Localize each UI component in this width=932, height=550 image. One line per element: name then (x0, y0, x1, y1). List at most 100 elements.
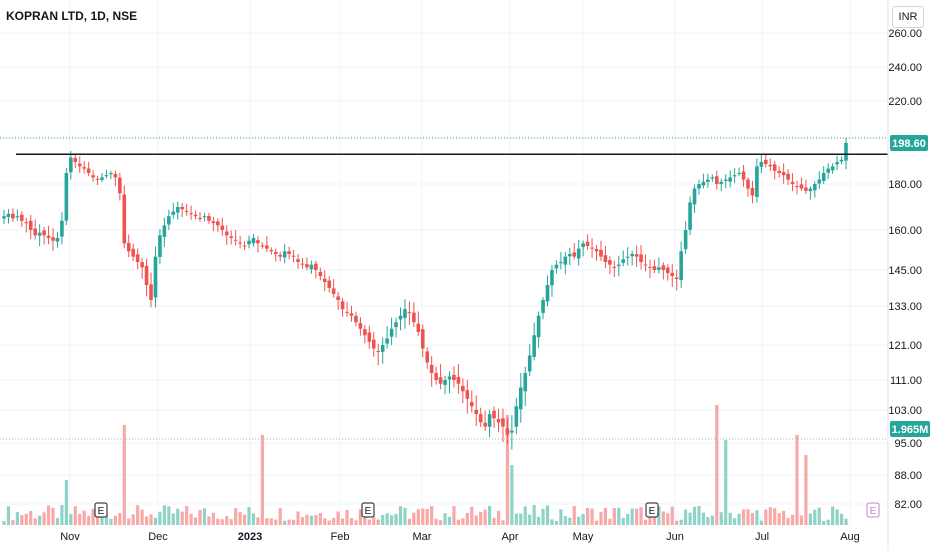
volume-bar (657, 506, 661, 525)
candle-body (603, 255, 608, 262)
volume-bar (813, 509, 817, 525)
candle-body (612, 266, 617, 268)
candle-body (683, 230, 688, 250)
candle-body (345, 311, 349, 313)
candle-body (608, 260, 612, 265)
currency-button[interactable]: INR (892, 6, 924, 28)
candle-body (657, 267, 661, 270)
volume-bar (118, 513, 122, 525)
candle-body (91, 175, 95, 178)
volume-bar (710, 515, 714, 525)
candle-body (224, 231, 229, 236)
candle-body (55, 238, 60, 242)
volume-bar (577, 516, 581, 525)
candle-body (233, 239, 238, 241)
earnings-marker[interactable] (94, 502, 108, 518)
earnings-marker[interactable] (645, 502, 659, 518)
earnings-marker[interactable] (361, 502, 375, 518)
candle-body (314, 263, 318, 270)
volume-bar (728, 512, 732, 525)
candle-body (189, 213, 193, 215)
candle-body (11, 213, 15, 219)
y-tick-label: 240.00 (888, 62, 922, 74)
volume-bar (256, 517, 260, 525)
candle-body (679, 251, 683, 281)
volume-bar (216, 518, 220, 525)
y-tick-label: 260.00 (888, 28, 922, 40)
candle-body (661, 265, 666, 270)
volume-bar (283, 520, 287, 525)
candle-body (630, 254, 634, 257)
volume-bar (839, 513, 844, 525)
volume-bar (229, 519, 233, 525)
volume-bar (764, 509, 768, 525)
candle-body (207, 215, 211, 221)
candle-body (781, 172, 786, 176)
volume-bar (349, 518, 354, 525)
volume-bar (6, 506, 11, 525)
volume-bar (563, 516, 567, 525)
candle-body (492, 410, 496, 419)
volume-bar (265, 518, 269, 525)
y-tick-label: 145.00 (888, 265, 922, 277)
volume-bar (594, 520, 599, 525)
volume-badge (890, 421, 930, 437)
candle-body (135, 254, 140, 262)
candle-body (86, 168, 91, 173)
volume-bar (559, 509, 563, 525)
volume-bar (64, 480, 68, 525)
candle-body (318, 271, 323, 276)
earnings-marker-label: E (649, 506, 656, 517)
volume-bar (541, 508, 545, 525)
volume-bar (180, 511, 184, 525)
volume-bar (505, 415, 510, 525)
candle-body (434, 373, 438, 380)
volume-bar (149, 514, 153, 525)
candle-body (15, 216, 20, 218)
candle-body (282, 251, 287, 258)
volume-bar (207, 516, 211, 525)
x-tick-label: Apr (501, 531, 518, 543)
volume-bar (492, 517, 496, 525)
candle-body (429, 364, 434, 373)
candle-body (6, 213, 11, 217)
volume-bar (630, 508, 634, 525)
candle-body (768, 164, 773, 167)
volume-bar (470, 506, 474, 525)
volume-bar (826, 519, 830, 525)
volume-bar (73, 506, 77, 525)
volume-bar (483, 509, 487, 525)
x-tick-label: Mar (413, 531, 432, 543)
candle-body (296, 259, 300, 262)
candle-body (594, 248, 599, 252)
volume-bar (456, 519, 461, 525)
volume-bar (287, 519, 291, 525)
candle-body (33, 228, 37, 236)
candle-body (278, 254, 283, 257)
volume-bar (599, 511, 603, 525)
candle-body (153, 256, 158, 298)
candle-body (82, 167, 86, 169)
candle-body (652, 266, 657, 270)
volume-bar (661, 511, 665, 525)
volume-bar (20, 515, 24, 525)
candle-body (469, 402, 474, 407)
volume-bar (519, 513, 523, 525)
candle-body (412, 312, 416, 323)
volume-bar (786, 518, 790, 525)
candle-body (826, 168, 830, 173)
volume-bar (528, 514, 532, 525)
earnings-marker[interactable] (866, 502, 880, 518)
candle-body (420, 329, 425, 349)
volume-bar (51, 507, 55, 525)
last-price-badge-label: 198.60 (892, 138, 926, 150)
volume-bar (225, 516, 229, 525)
candle-body (536, 315, 541, 338)
candle-body (438, 377, 443, 384)
volume-bar (416, 509, 420, 525)
volume-bar (621, 517, 625, 525)
x-tick-label: Jul (755, 531, 769, 543)
candle-body (723, 179, 728, 182)
candle-body (719, 181, 724, 184)
